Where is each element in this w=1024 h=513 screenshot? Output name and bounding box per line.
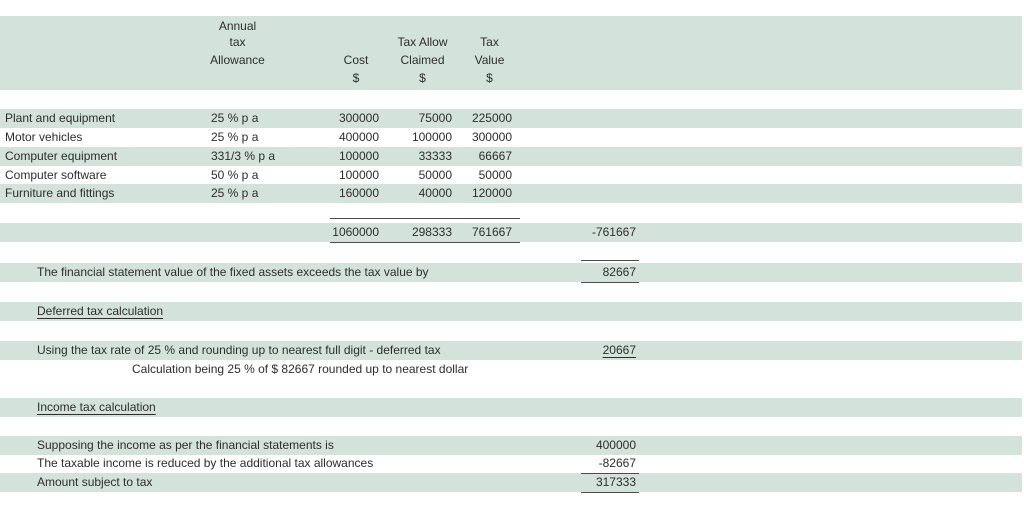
asset-name: Computer software <box>5 168 107 182</box>
totals-bottom-border <box>330 242 520 243</box>
deferred-tax-value: 20667 <box>602 343 636 357</box>
row-band <box>0 184 1022 203</box>
deferred-note: Calculation being 25 % of $ 82667 rounde… <box>132 362 469 376</box>
asset-name: Furniture and fittings <box>5 186 115 200</box>
fs-exceeds-value: 82667 <box>602 265 636 279</box>
table-row: Furniture and fittings 25 % p a 160000 4… <box>0 184 1022 203</box>
asset-value: 66667 <box>478 149 512 163</box>
asset-value: 225000 <box>471 111 512 125</box>
deferred-heading: Deferred tax calculation <box>37 304 164 318</box>
income-heading: Income tax calculation <box>37 400 156 414</box>
deferred-calc-row: Using the tax rate of 25 % and rounding … <box>0 341 1022 360</box>
table-row: Computer software 50 % p a 100000 50000 … <box>0 166 1022 185</box>
income-text: The taxable income is reduced by the add… <box>37 456 374 470</box>
asset-value: 300000 <box>471 130 512 144</box>
reduced-bottom-border <box>581 473 639 474</box>
income-heading-row: Income tax calculation <box>0 398 1022 417</box>
totals-row: 1060000 298333 761667 -761667 <box>0 223 1022 242</box>
asset-claimed: 75000 <box>418 111 452 125</box>
header-line-1: Annual <box>0 18 1022 34</box>
header-line-2: tax Tax Allow Tax <box>0 34 1022 50</box>
asset-allowance: 25 % p a <box>211 130 259 144</box>
asset-cost: 100000 <box>338 168 379 182</box>
row-band-totals <box>0 223 1022 242</box>
income-text: Supposing the income as per the financia… <box>37 438 334 452</box>
deferred-heading-row: Deferred tax calculation <box>0 302 1022 321</box>
excess-top-border <box>581 260 639 261</box>
table-row: Plant and equipment 25 % p a 300000 7500… <box>0 109 1022 128</box>
header-tax-value1: Tax <box>480 35 499 49</box>
table-row: Motor vehicles 25 % p a 400000 100000 30… <box>0 128 1022 147</box>
asset-value: 120000 <box>471 186 512 200</box>
header-dollar-claimed: $ <box>419 71 426 85</box>
header-line-4: $ $ $ <box>0 70 1022 86</box>
header-dollar-cost: $ <box>352 71 360 85</box>
asset-claimed: 50000 <box>418 168 452 182</box>
header-line-3: Allowance Cost Claimed Value <box>0 52 1022 68</box>
header-dollar-value: $ <box>486 71 493 85</box>
income-value: 400000 <box>595 438 636 452</box>
excess-bottom-border <box>581 282 639 283</box>
asset-cost: 300000 <box>338 111 379 125</box>
header-tax-allow: Tax Allow <box>397 35 448 49</box>
amount-bottom-border <box>581 492 639 493</box>
asset-claimed: 33333 <box>418 149 452 163</box>
asset-claimed: 40000 <box>418 186 452 200</box>
row-band <box>0 473 1022 492</box>
row-band-header <box>0 16 1022 90</box>
income-value: -82667 <box>598 456 636 470</box>
asset-cost: 400000 <box>338 130 379 144</box>
income-text: Amount subject to tax <box>37 475 153 489</box>
row-band <box>0 341 1022 360</box>
asset-allowance: 25 % p a <box>211 111 259 125</box>
totals-top-border <box>330 218 520 219</box>
total-value: 761667 <box>471 225 512 239</box>
header-claimed: Claimed <box>400 53 445 67</box>
total-claimed: 298333 <box>411 225 452 239</box>
asset-allowance: 50 % p a <box>211 168 259 182</box>
row-band <box>0 398 1022 417</box>
row-band <box>0 263 1022 282</box>
asset-name: Motor vehicles <box>5 130 83 144</box>
income-row: The taxable income is reduced by the add… <box>0 454 1022 473</box>
header-tax-value2: Value <box>474 53 505 67</box>
total-cost: 1060000 <box>332 225 379 239</box>
row-band <box>0 302 1022 321</box>
table-row: Computer equipment 331/3 % p a 100000 33… <box>0 147 1022 166</box>
row-band <box>0 147 1022 166</box>
header-tax: tax <box>229 35 246 49</box>
income-row: Amount subject to tax 317333 <box>0 473 1022 492</box>
row-band <box>0 109 1022 128</box>
asset-name: Computer equipment <box>5 149 118 163</box>
asset-value: 50000 <box>478 168 512 182</box>
fs-exceeds-text: The financial statement value of the fix… <box>37 265 429 279</box>
fs-exceeds-row: The financial statement value of the fix… <box>0 263 1022 282</box>
asset-allowance: 25 % p a <box>211 186 259 200</box>
deferred-text: Using the tax rate of 25 % and rounding … <box>37 343 441 357</box>
asset-allowance: 331/3 % p a <box>211 149 276 163</box>
income-row: Supposing the income as per the financia… <box>0 436 1022 455</box>
total-value-negative: -761667 <box>591 225 636 239</box>
header-cost: Cost <box>343 53 369 67</box>
asset-claimed: 100000 <box>411 130 452 144</box>
deferred-note-row: Calculation being 25 % of $ 82667 rounde… <box>0 360 1022 379</box>
asset-name: Plant and equipment <box>5 111 116 125</box>
row-band <box>0 436 1022 455</box>
asset-cost: 160000 <box>338 186 379 200</box>
header-allowance: Allowance <box>210 53 265 67</box>
asset-cost: 100000 <box>338 149 379 163</box>
income-value: 317333 <box>595 475 636 489</box>
header-annual: Annual <box>218 19 257 33</box>
